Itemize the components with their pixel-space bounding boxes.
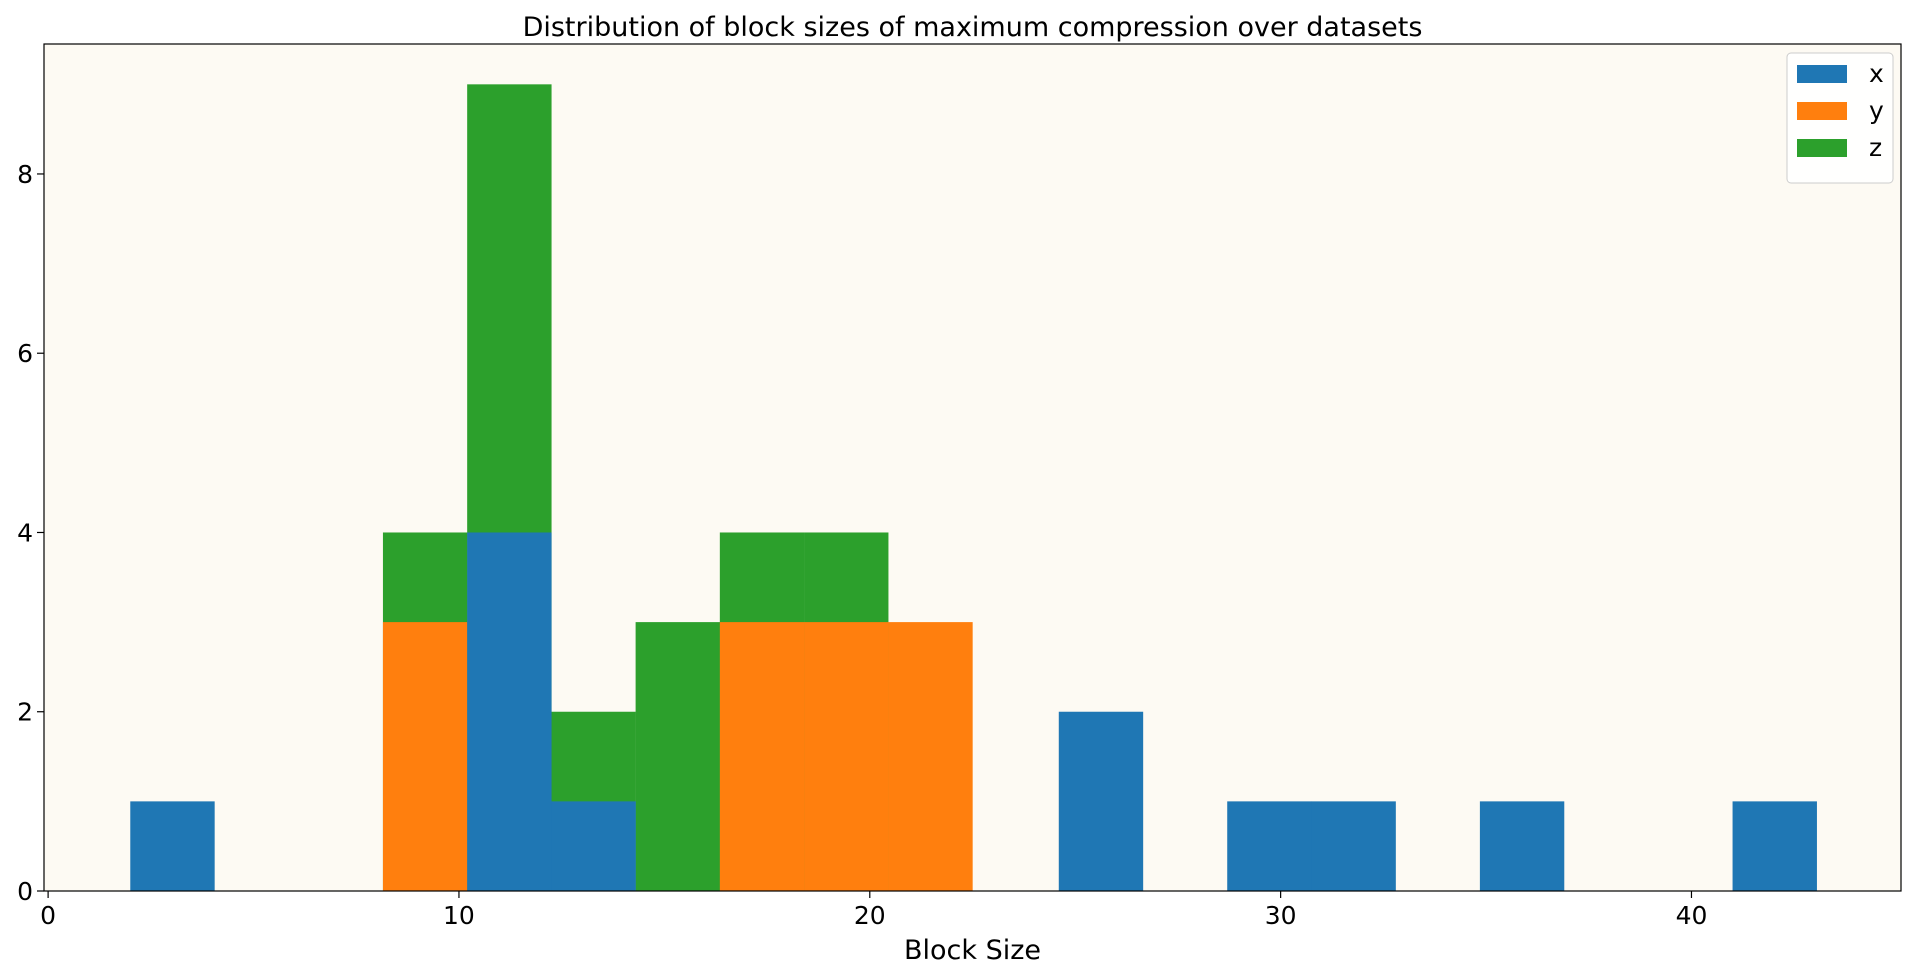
legend: xyz [1786,52,1894,184]
legend-swatch-y [1797,102,1847,120]
x-tick-label: 0 [40,901,56,930]
bar-x [1479,801,1565,891]
y-axis-ticks: 0 2 4 6 8 [17,160,44,906]
x-tick-label: 10 [443,901,475,930]
bar-y [382,622,468,891]
bar-x [1311,801,1396,891]
bar-x [130,801,215,891]
bar-y [804,622,889,891]
legend-label-y: y [1869,96,1884,125]
x-tick-label: 30 [1265,901,1297,930]
plot-frame [43,43,1902,892]
x-axis-ticks: 0 10 20 30 40 [40,891,1707,930]
legend-label-z: z [1869,133,1882,162]
legend-label-x: x [1869,59,1884,88]
y-tick-label: 6 [17,339,33,368]
bars-layer [130,84,1817,891]
bar-x [1058,711,1144,891]
bar-x [467,532,552,891]
x-axis-label: Block Size [904,935,1041,966]
bar-x [1732,801,1817,891]
bar-x [551,801,636,891]
y-tick-label: 0 [17,877,33,906]
bar-y [719,622,805,891]
bar-x [1227,801,1312,891]
bar-z [635,622,720,891]
x-tick-label: 40 [1676,901,1708,930]
bar-y [888,622,973,891]
y-tick-label: 8 [17,160,33,189]
x-tick-label: 20 [854,901,886,930]
y-tick-label: 4 [17,518,33,547]
y-tick-label: 2 [17,698,33,727]
chart-title: Distribution of block sizes of maximum c… [523,12,1423,43]
legend-swatch-x [1797,65,1847,83]
legend-swatch-z [1797,139,1847,157]
